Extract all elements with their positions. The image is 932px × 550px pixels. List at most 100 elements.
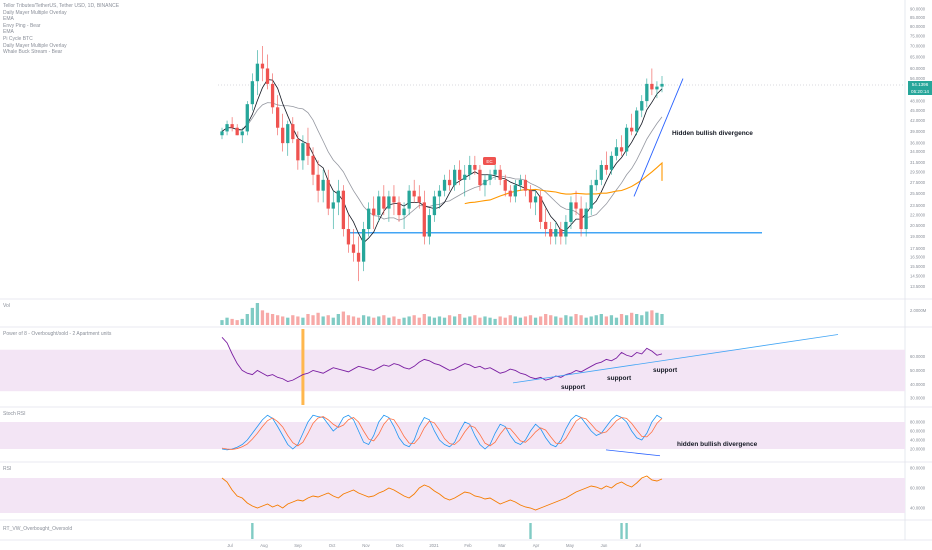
- x-axis-tick: Jul: [227, 543, 232, 548]
- candle-body: [306, 143, 310, 156]
- candle-body: [579, 208, 583, 230]
- volume-bar: [518, 317, 523, 325]
- candle-body: [245, 104, 249, 132]
- sma-line: [221, 79, 663, 244]
- candle-body: [225, 124, 229, 132]
- volume-bar: [270, 314, 275, 325]
- volume-bar: [554, 316, 558, 325]
- price-axis-tick: 15.5000: [910, 264, 926, 269]
- candle-body: [650, 83, 654, 90]
- candle-body: [624, 127, 629, 152]
- volume-bar: [630, 312, 634, 325]
- candle-body: [372, 208, 376, 216]
- volume-bar: [589, 316, 593, 325]
- price-axis-tick: 39.0000: [910, 129, 926, 134]
- price-axis-tick: 29.5000: [910, 170, 926, 175]
- power-axis-tick: 60.0000: [910, 354, 926, 359]
- candle-body: [533, 196, 538, 203]
- candle-body: [569, 202, 573, 222]
- candle-body: [336, 190, 340, 203]
- price-axis-tick: 19.0000: [910, 234, 926, 239]
- candle-body: [427, 215, 431, 237]
- price-axis-tick: 36.0000: [910, 141, 926, 146]
- x-axis-tick: Aug: [260, 543, 268, 548]
- volume-bar: [604, 316, 609, 325]
- signal-bar: [529, 523, 532, 539]
- candle-body: [382, 196, 386, 209]
- candle-body: [609, 155, 614, 170]
- price-axis-tick: 70.0000: [910, 43, 926, 48]
- volume-bar: [635, 314, 639, 325]
- volume-bar: [528, 315, 533, 325]
- price-axis-tick: 90.0000: [910, 7, 926, 12]
- volume-bar: [361, 315, 366, 325]
- volume-bar: [468, 316, 472, 325]
- price-axis-tick: 20.5000: [910, 223, 926, 228]
- volume-bar: [493, 318, 497, 325]
- volume-bar: [281, 316, 285, 325]
- candle-body: [240, 131, 244, 136]
- volume-bar: [412, 315, 416, 325]
- volume-bar: [549, 315, 553, 325]
- candle-body: [316, 174, 320, 191]
- candle-body: [544, 221, 548, 230]
- candle-body: [453, 169, 457, 186]
- candle-body: [291, 124, 295, 140]
- rsi-axis-tick: 40.0000: [910, 506, 926, 511]
- candle-body: [331, 202, 335, 209]
- trend-line: [633, 78, 684, 197]
- candle-body: [230, 124, 234, 128]
- volume-bar: [538, 316, 543, 325]
- volume-bar: [245, 314, 249, 325]
- candle-body: [528, 190, 533, 203]
- volume-bar: [442, 317, 447, 325]
- candle-body: [422, 202, 426, 237]
- price-axis-tick: 60.0000: [910, 66, 926, 71]
- candle-body: [220, 131, 224, 136]
- candle-body: [437, 190, 442, 197]
- volume-bar: [594, 315, 598, 325]
- volume-bar: [240, 318, 244, 325]
- candle-body: [559, 229, 563, 237]
- candle-body: [473, 164, 477, 170]
- volume-bar: [225, 317, 229, 325]
- volume-bar: [473, 315, 477, 325]
- volume-bar: [326, 315, 330, 325]
- stoch-divergence-line: [605, 449, 661, 457]
- volume-bar: [533, 317, 538, 325]
- candle-body: [594, 179, 598, 186]
- x-axis-tick: Nov: [362, 543, 370, 548]
- candle-body: [508, 190, 512, 197]
- volume-bar: [301, 317, 305, 325]
- highlight-bar: [301, 329, 305, 405]
- x-axis-tick: Jun: [601, 543, 608, 548]
- volume-axis-tick: 2.0000M: [910, 308, 927, 313]
- price-axis-tick: 75.0000: [910, 33, 926, 38]
- candle-body: [346, 229, 351, 245]
- candle-body: [397, 202, 401, 216]
- stoch-d-line: [221, 416, 663, 450]
- candle-body: [281, 127, 285, 144]
- x-axis-tick: May: [566, 543, 575, 548]
- candle-body: [286, 124, 290, 144]
- candle-body: [361, 229, 366, 262]
- volume-bar: [311, 315, 315, 325]
- candle-body: [367, 208, 371, 230]
- event-marker: [483, 157, 496, 165]
- signal-bar: [251, 523, 254, 539]
- candle-body: [503, 179, 507, 191]
- candle-body: [417, 196, 421, 203]
- candle-body: [554, 229, 558, 237]
- volume-bar: [296, 316, 300, 325]
- volume-bar: [437, 316, 442, 325]
- candle-body: [483, 179, 487, 186]
- volume-bar: [645, 311, 649, 325]
- support-label-2: support: [607, 375, 632, 382]
- volume-bar: [346, 315, 351, 325]
- x-axis-tick: Sep: [294, 543, 302, 548]
- rsi-axis-tick: 80.0000: [910, 466, 926, 471]
- support-label-1: support: [561, 384, 586, 391]
- volume-bar: [402, 317, 406, 325]
- x-axis-tick: Oct: [329, 543, 336, 548]
